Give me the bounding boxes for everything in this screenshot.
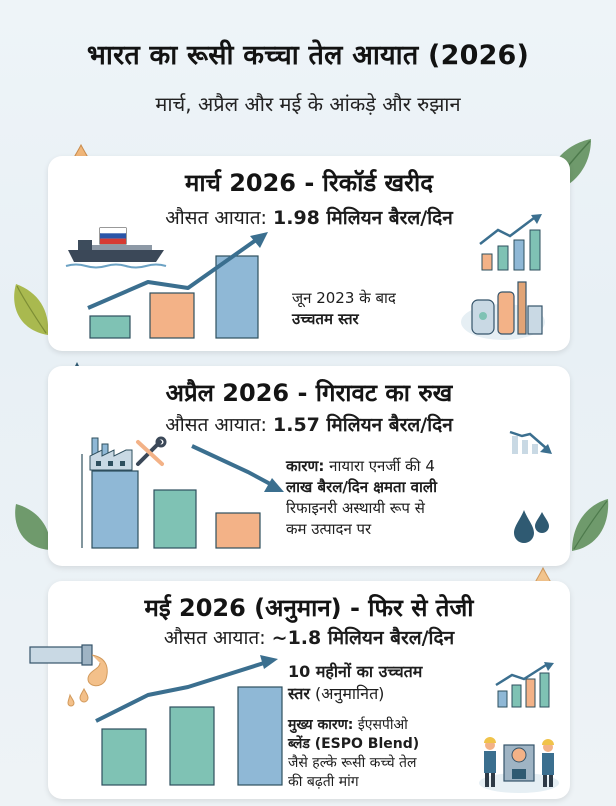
march-avg-label: औसत आयात: [165, 207, 267, 229]
leaf-icon [14, 284, 49, 335]
april-trend-arrowhead [264, 478, 284, 492]
may-bar-3 [237, 686, 283, 786]
trend-up-icon [495, 662, 554, 708]
march-trend-arrowhead [250, 232, 268, 248]
april-reason-line2: लाख बैरल/दिन क्षमता वाली [286, 478, 437, 496]
oil-pipe-icon [29, 644, 108, 707]
april-title: अप्रैल 2026 - गिरावट का रुख [165, 379, 453, 407]
march-note-line2: उच्चतम स्तर [292, 310, 359, 328]
april-reason-label: कारण: [286, 457, 325, 475]
april-reason-line3: रिफाइनरी अस्थायी रूप से [286, 499, 425, 517]
may-avg-label: औसत आयात: [163, 627, 266, 649]
april-bar-2 [153, 489, 197, 549]
may-reason: मुख्य कारण: ईएसपीओ ब्लेंड (ESPO Blend) ज… [288, 716, 498, 792]
leaf-icon [572, 499, 609, 551]
april-avg-label: औसत आयात: [165, 414, 267, 436]
may-high-line1: 10 महीनों का उच्चतम [288, 662, 423, 681]
april-reason: कारण: नायारा एनर्जी की 4 लाख बैरल/दिन क्… [286, 456, 526, 540]
march-note: जून 2023 के बाद उच्चतम स्तर [292, 288, 396, 330]
may-average: औसत आयात: ~1.8 मिलियन बैरल/दिन [48, 624, 570, 650]
may-high: 10 महीनों का उच्चतम स्तर (अनुमानित) [288, 661, 422, 705]
march-card: मार्च 2026 - रिकॉर्ड खरीद औसत आयात: 1.98… [48, 156, 570, 351]
oil-drop-icon [514, 510, 549, 543]
march-bar-3 [215, 255, 259, 339]
may-bar-chart [95, 655, 283, 786]
march-trend-arrow [87, 238, 258, 310]
trend-up-icon [479, 214, 542, 271]
page-title: भारत का रूसी कच्चा तेल आयात (2026) [86, 40, 530, 71]
oil-tanker-icon [65, 227, 167, 269]
may-avg-value: ~1.8 मिलियन बैरल/दिन [271, 627, 455, 649]
april-bar-1 [91, 470, 139, 549]
trend-down-icon [509, 430, 552, 454]
april-trend-arrow [191, 444, 275, 488]
may-title: मई 2026 (अनुमान) - फिर से तेजी [144, 594, 474, 622]
march-bar-2 [149, 292, 195, 339]
may-trend-arrow [95, 661, 265, 723]
may-high-paren: (अनुमानित) [314, 684, 385, 703]
may-reason-line1: ईएसपीओ [357, 717, 408, 733]
april-bar-chart [81, 444, 284, 549]
may-bar-2 [169, 706, 215, 786]
may-card: मई 2026 (अनुमान) - फिर से तेजी औसत आयात:… [29, 581, 570, 799]
april-bar-3 [215, 512, 261, 549]
march-note-line1: जून 2023 के बाद [292, 289, 396, 307]
may-reason-label: मुख्य कारण: [288, 717, 354, 733]
factory-icon [89, 437, 133, 471]
march-avg-value: 1.98 मिलियन बैरल/दिन [273, 207, 453, 229]
may-trend-arrowhead [260, 655, 278, 669]
leaf-icon [15, 504, 51, 550]
may-reason-line4: की बढ़ती मांग [288, 774, 359, 790]
march-bar-1 [89, 315, 131, 339]
may-bar-1 [101, 728, 147, 786]
tools-icon [136, 436, 167, 466]
refinery-icon [461, 281, 545, 340]
page-subtitle: मार्च, अप्रैल और मई के आंकड़े और रुझान [155, 92, 461, 116]
april-reason-line1: नायारा एनर्जी की 4 [329, 457, 435, 475]
april-card: अप्रैल 2026 - गिरावट का रुख औसत आयात: 1.… [48, 366, 570, 566]
april-average: औसत आयात: 1.57 मिलियन बैरल/दिन [48, 411, 570, 437]
april-avg-value: 1.57 मिलियन बैरल/दिन [273, 414, 453, 436]
may-reason-line3: जैसे हल्के रूसी कच्चे तेल [288, 755, 417, 771]
march-average: औसत आयात: 1.98 मिलियन बैरल/दिन [48, 204, 570, 230]
march-bar-chart [87, 232, 268, 339]
april-reason-line4: कम उत्पादन पर [286, 520, 372, 538]
march-title: मार्च 2026 - रिकॉर्ड खरीद [185, 169, 433, 197]
may-reason-line2: ब्लेंड (ESPO Blend) [288, 736, 420, 752]
may-high-line2: स्तर [288, 684, 310, 703]
workers-icon [479, 737, 559, 793]
